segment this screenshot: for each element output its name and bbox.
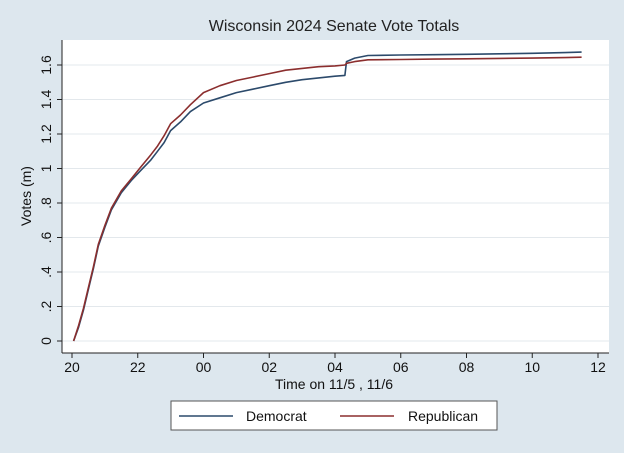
chart-title: Wisconsin 2024 Senate Vote Totals (209, 18, 460, 35)
legend-label-republican: Republican (408, 408, 478, 424)
x-tick-label-8: 12 (590, 359, 606, 375)
y-tick-label-7: 1.4 (38, 90, 54, 110)
y-tick-label-3: .6 (38, 231, 54, 243)
x-axis-label: Time on 11/5 , 11/6 (275, 376, 393, 392)
y-tick-label-5: 1 (38, 164, 54, 172)
x-tick-label-6: 08 (459, 359, 475, 375)
y-axis-label: Votes (m) (18, 166, 34, 226)
x-tick-label-7: 10 (524, 359, 540, 375)
plot-area (62, 40, 609, 353)
legend: Democrat Republican (170, 400, 498, 431)
x-tick-label-1: 22 (130, 359, 146, 375)
x-tick-label-4: 04 (327, 359, 343, 375)
grid-lines (62, 64, 609, 342)
series-lines (72, 51, 582, 342)
series-line-republican (72, 56, 582, 342)
y-tick-label-6: 1.2 (38, 124, 54, 144)
y-tick-label-4: .8 (38, 197, 54, 209)
x-tick-label-2: 00 (196, 359, 212, 375)
x-axis: 20 22 00 02 04 06 08 10 12 (62, 352, 609, 375)
x-tick-label-5: 06 (393, 359, 409, 375)
y-tick-label-0: 0 (38, 337, 54, 345)
x-tick-label-3: 02 (261, 359, 277, 375)
y-axis: 0 .2 .4 .6 .8 1 1.2 1.4 1.6 (38, 40, 63, 353)
y-tick-label-1: .2 (38, 300, 54, 312)
x-tick-label-0: 20 (64, 359, 80, 375)
y-tick-label-8: 1.6 (38, 55, 54, 75)
y-tick-label-2: .4 (38, 266, 54, 278)
legend-label-democrat: Democrat (246, 408, 307, 424)
